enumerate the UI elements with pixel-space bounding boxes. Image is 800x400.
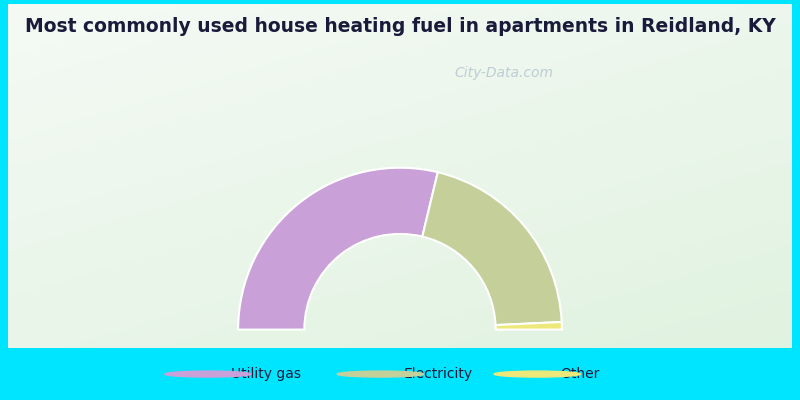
Text: Electricity: Electricity xyxy=(404,367,473,381)
Circle shape xyxy=(338,371,423,377)
Text: City-Data.com: City-Data.com xyxy=(454,66,554,80)
Wedge shape xyxy=(238,168,438,330)
Wedge shape xyxy=(495,322,562,330)
Wedge shape xyxy=(422,172,562,325)
Circle shape xyxy=(165,371,251,377)
Circle shape xyxy=(494,371,580,377)
Text: Most commonly used house heating fuel in apartments in Reidland, KY: Most commonly used house heating fuel in… xyxy=(25,17,775,36)
Text: Utility gas: Utility gas xyxy=(231,367,302,381)
Text: Other: Other xyxy=(561,367,600,381)
